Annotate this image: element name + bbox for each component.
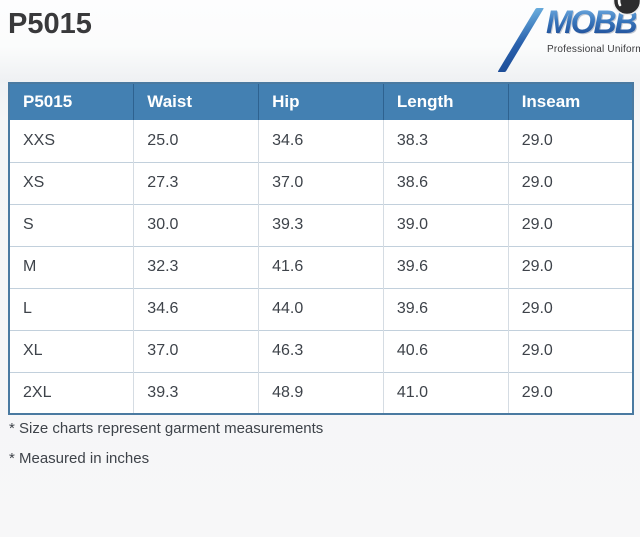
measurement-value: 29.0 — [507, 329, 633, 372]
column-header-style: P5015 — [9, 83, 134, 120]
column-header-inseam: Inseam — [507, 83, 633, 120]
measurement-value: 29.0 — [507, 203, 633, 246]
measurement-value: 39.3 — [133, 371, 259, 414]
column-header-hip: Hip — [258, 83, 384, 120]
table-row-l: L 34.6 44.0 39.6 29.0 — [9, 287, 633, 330]
header-row: P5015 Waist Hip Length Inseam — [9, 83, 633, 120]
corner-badge-button[interactable] — [612, 0, 640, 16]
measurement-value: 41.6 — [258, 245, 384, 288]
measurement-value: 32.3 — [133, 245, 259, 288]
measurement-value: 39.3 — [258, 203, 384, 246]
logo-slash-icon — [497, 8, 544, 72]
size-label: XL — [9, 329, 134, 372]
table-row-xs: XS 27.3 37.0 38.6 29.0 — [9, 161, 633, 204]
measurement-value: 44.0 — [258, 287, 384, 330]
measurement-value: 25.0 — [133, 120, 259, 162]
measurement-value: 46.3 — [258, 329, 384, 372]
measurement-value: 29.0 — [507, 161, 633, 204]
table-row-2xl: 2XL 39.3 48.9 41.0 29.0 — [9, 371, 633, 414]
measurement-value: 29.0 — [507, 120, 633, 162]
measurement-value: 29.0 — [507, 371, 633, 414]
measurement-value: 48.9 — [258, 371, 384, 414]
measurement-value: 37.0 — [258, 161, 384, 204]
measurement-value: 29.0 — [507, 287, 633, 330]
size-chart-table: P5015 Waist Hip Length Inseam XXS 25.0 3… — [8, 82, 634, 415]
page-title: P5015 — [8, 8, 92, 40]
measurement-value: 27.3 — [133, 161, 259, 204]
footnote-measured-in-inches: * Measured in inches — [9, 450, 150, 467]
logo-tagline-text: Professional Uniforms — [547, 44, 640, 55]
measurement-value: 39.6 — [382, 245, 509, 288]
size-table-body: XXS 25.0 34.6 38.3 29.0 XS 27.3 37.0 38.… — [9, 120, 633, 414]
measurement-value: 38.3 — [382, 120, 509, 162]
table-row-xxs: XXS 25.0 34.6 38.3 29.0 — [9, 120, 633, 162]
measurement-value: 37.0 — [133, 329, 259, 372]
measurement-value: 38.6 — [382, 161, 509, 204]
table-row-m: M 32.3 41.6 39.6 29.0 — [9, 245, 633, 288]
size-label: M — [9, 245, 134, 288]
footnote-garment-measurements: * Size charts represent garment measurem… — [9, 420, 324, 437]
corner-badge-icon — [612, 0, 640, 16]
measurement-value: 34.6 — [133, 287, 259, 330]
table-row-xl: XL 37.0 46.3 40.6 29.0 — [9, 329, 633, 372]
measurement-value: 39.0 — [382, 203, 509, 246]
measurement-value: 34.6 — [258, 120, 384, 162]
column-header-waist: Waist — [133, 83, 259, 120]
size-table-header: P5015 Waist Hip Length Inseam — [9, 83, 633, 120]
size-label: S — [9, 203, 134, 246]
measurement-value: 40.6 — [382, 329, 509, 372]
column-header-length: Length — [382, 83, 509, 120]
measurement-value: 39.6 — [382, 287, 509, 330]
measurement-value: 30.0 — [133, 203, 259, 246]
measurement-value: 29.0 — [507, 245, 633, 288]
footnotes: * Size charts represent garment measurem… — [9, 420, 323, 480]
size-label: 2XL — [9, 371, 134, 414]
size-label: L — [9, 287, 134, 330]
table-row-s: S 30.0 39.3 39.0 29.0 — [9, 203, 633, 246]
size-label: XXS — [9, 120, 134, 162]
size-label: XS — [9, 161, 134, 204]
measurement-value: 41.0 — [382, 371, 509, 414]
